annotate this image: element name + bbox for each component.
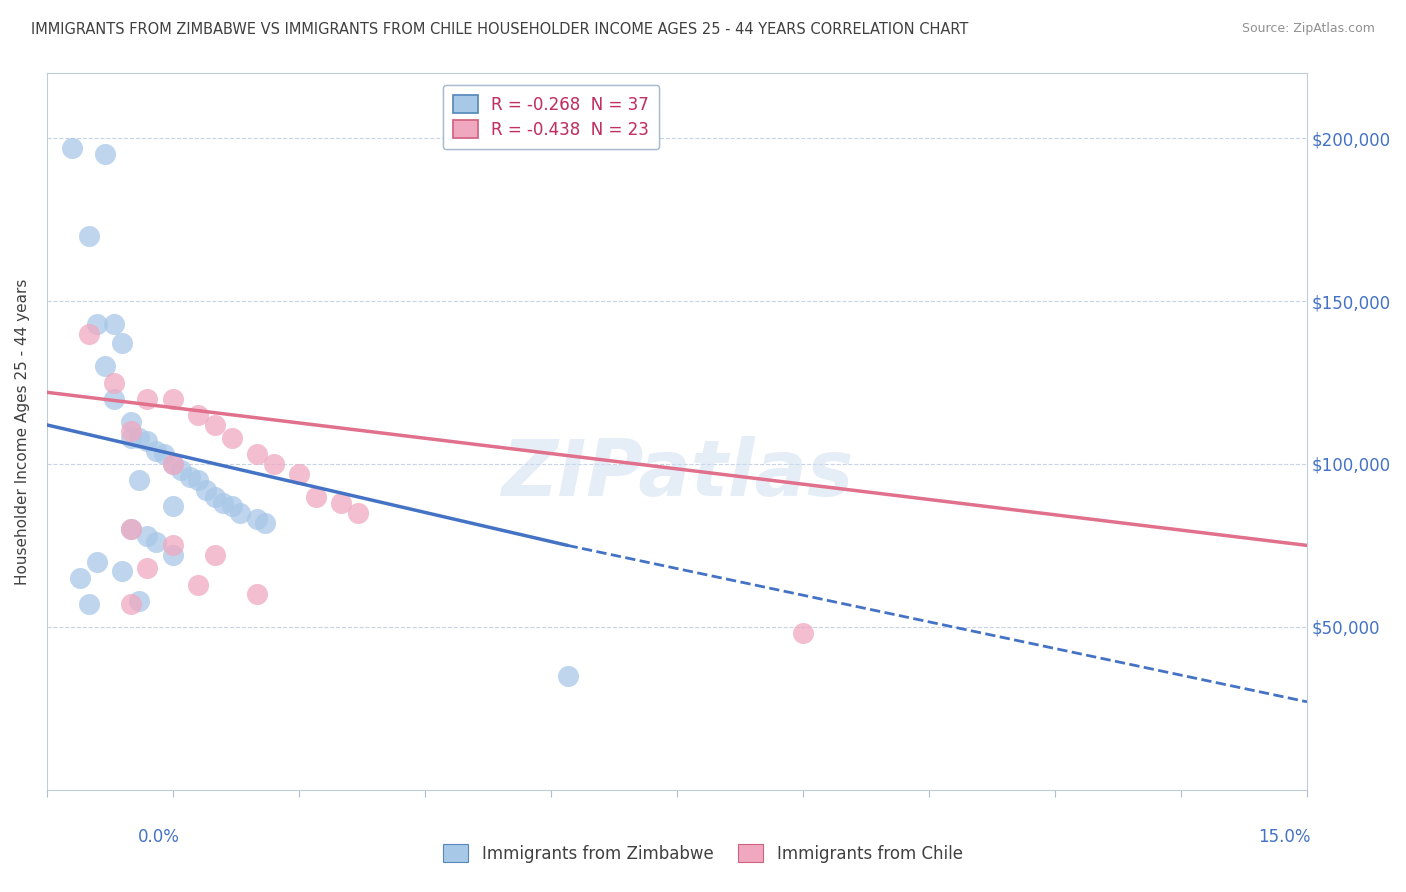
Point: [162, 392, 184, 406]
Point: [162, 457, 184, 471]
Point: [170, 463, 193, 477]
Point: [246, 512, 269, 526]
Point: [120, 415, 142, 429]
Point: [128, 473, 150, 487]
Legend: R = -0.268  N = 37, R = -0.438  N = 23: R = -0.268 N = 37, R = -0.438 N = 23: [443, 85, 659, 149]
Point: [60, 141, 83, 155]
Point: [212, 496, 235, 510]
Point: [204, 490, 226, 504]
Point: [77, 597, 100, 611]
Point: [254, 516, 277, 530]
Point: [187, 408, 209, 422]
Point: [136, 392, 159, 406]
Point: [136, 434, 159, 449]
Text: Source: ZipAtlas.com: Source: ZipAtlas.com: [1241, 22, 1375, 36]
Point: [346, 506, 368, 520]
Point: [111, 565, 134, 579]
Point: [229, 506, 252, 520]
Point: [162, 457, 184, 471]
Point: [304, 490, 326, 504]
Point: [136, 561, 159, 575]
Point: [221, 431, 243, 445]
Point: [162, 548, 184, 562]
Point: [221, 500, 243, 514]
Text: IMMIGRANTS FROM ZIMBABWE VS IMMIGRANTS FROM CHILE HOUSEHOLDER INCOME AGES 25 - 4: IMMIGRANTS FROM ZIMBABWE VS IMMIGRANTS F…: [31, 22, 969, 37]
Point: [204, 417, 226, 432]
Point: [246, 447, 269, 461]
Point: [128, 594, 150, 608]
Point: [179, 470, 201, 484]
Point: [145, 444, 167, 458]
Point: [103, 317, 125, 331]
Point: [329, 496, 352, 510]
Point: [86, 555, 108, 569]
Point: [69, 571, 91, 585]
Point: [162, 500, 184, 514]
Point: [153, 447, 176, 461]
Point: [136, 528, 159, 542]
Point: [120, 425, 142, 439]
Point: [246, 587, 269, 601]
Point: [103, 392, 125, 406]
Point: [77, 228, 100, 243]
Text: 0.0%: 0.0%: [138, 828, 180, 846]
Point: [204, 548, 226, 562]
Point: [287, 467, 309, 481]
Point: [94, 147, 117, 161]
Point: [120, 431, 142, 445]
Point: [263, 457, 285, 471]
Point: [145, 535, 167, 549]
Legend: Immigrants from Zimbabwe, Immigrants from Chile: Immigrants from Zimbabwe, Immigrants fro…: [437, 838, 969, 870]
Y-axis label: Householder Income Ages 25 - 44 years: Householder Income Ages 25 - 44 years: [15, 278, 30, 584]
Point: [187, 473, 209, 487]
Point: [120, 522, 142, 536]
Text: ZIPatlas: ZIPatlas: [501, 436, 853, 512]
Point: [128, 431, 150, 445]
Point: [162, 538, 184, 552]
Point: [111, 336, 134, 351]
Point: [103, 376, 125, 390]
Text: 15.0%: 15.0%: [1258, 828, 1310, 846]
Point: [94, 359, 117, 374]
Point: [195, 483, 218, 497]
Point: [77, 326, 100, 341]
Point: [557, 669, 579, 683]
Point: [120, 522, 142, 536]
Point: [86, 317, 108, 331]
Point: [792, 626, 814, 640]
Point: [120, 597, 142, 611]
Point: [187, 577, 209, 591]
